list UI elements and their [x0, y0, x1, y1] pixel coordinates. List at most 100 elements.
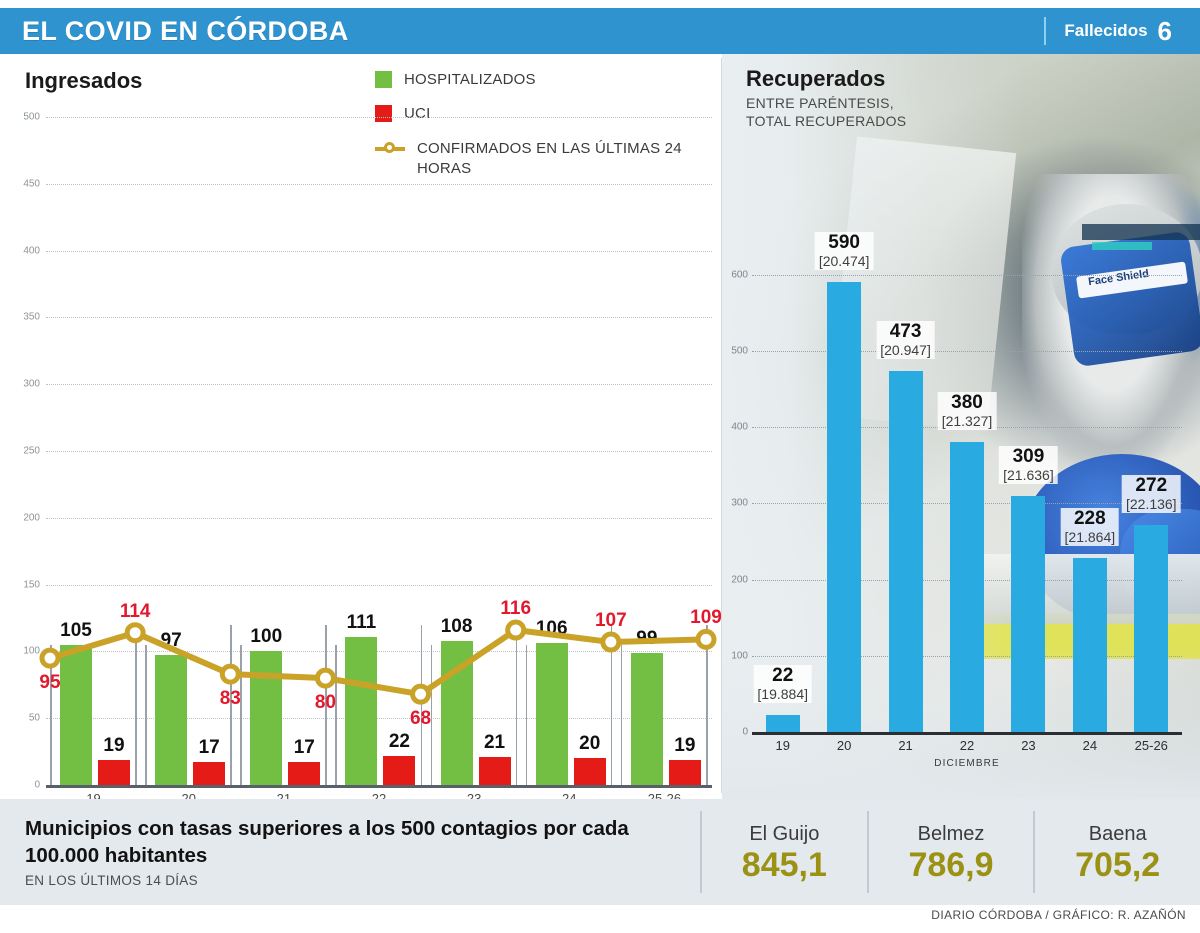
legend-item-hospitalizados: HOSPITALIZADOS [375, 70, 705, 90]
label-recuperados-total: [21.864] [1064, 529, 1116, 546]
left-gridline [46, 117, 712, 118]
bar-recuperados [1072, 558, 1107, 732]
right-x-tick: 21 [898, 738, 913, 753]
right-y-tick: 500 [731, 345, 748, 357]
bar-hospitalizados [630, 652, 663, 785]
right-x-tick: 19 [775, 738, 790, 753]
right-x-axis-title: DICIEMBRE [934, 758, 1000, 769]
label-hospitalizados: 108 [440, 615, 473, 637]
credit-line: DIARIO CÓRDOBA / GRÁFICO: R. AZAÑÓN [931, 908, 1186, 922]
right-x-tick: 24 [1082, 738, 1098, 753]
right-chart-subtitle: ENTRE PARÉNTESIS, TOTAL RECUPERADOS [746, 94, 906, 130]
bar-recuperados [827, 282, 862, 732]
label-recuperados-daily: 22 [772, 665, 794, 687]
legend-item-uci: UCI [375, 104, 705, 124]
municipality-rate: 845,1 [741, 845, 827, 884]
left-gridline [46, 250, 712, 252]
left-gridline [46, 183, 712, 185]
page-title: EL COVID EN CÓRDOBA [22, 15, 349, 46]
label-uci: 19 [103, 734, 125, 756]
left-y-tick: 450 [23, 178, 40, 190]
bar-hospitalizados [155, 655, 188, 785]
recuperados-data-label: 380 [21.327] [937, 392, 997, 431]
label-confirmados: 107 [594, 610, 627, 632]
label-uci: 21 [483, 731, 506, 753]
green-square-swatch-icon [375, 71, 392, 88]
label-uci: 17 [293, 737, 315, 759]
bar-hospitalizados [345, 636, 378, 785]
right-y-tick: 600 [731, 269, 748, 280]
label-uci: 20 [579, 733, 601, 755]
label-recuperados-total: [21.636] [1003, 467, 1054, 484]
right-gridline [752, 274, 1182, 276]
bar-recuperados [1011, 496, 1046, 732]
legend-item-confirmados: CONFIRMADOS EN LAS ÚLTIMAS 24 HORAS [375, 139, 705, 180]
left-marker-rule [430, 644, 433, 785]
right-panel: Face Shield Recuperados ENTRE PARÉNTESIS… [722, 54, 1200, 799]
label-recuperados-total: [19.884] [757, 686, 809, 703]
label-confirmados: 95 [39, 672, 61, 694]
right-y-tick: 400 [731, 421, 748, 433]
left-gridline [46, 517, 712, 519]
municipality-name: Baena [1088, 822, 1147, 845]
bottom-subhead: EN LOS ÚLTIMOS 14 DÍAS [25, 873, 198, 889]
bar-hospitalizados [250, 651, 283, 785]
label-hospitalizados: 106 [535, 618, 568, 640]
legend-label-confirmados: CONFIRMADOS EN LAS ÚLTIMAS 24 HORAS [417, 139, 682, 177]
deaths-value: 6 [1157, 15, 1172, 46]
label-hospitalizados: 100 [250, 626, 283, 648]
label-hospitalizados: 111 [346, 611, 377, 633]
label-recuperados-total: [20.474] [818, 253, 870, 270]
left-y-tick: 50 [28, 712, 40, 724]
ingresados-chart: 0 50 100 150 200 250 300 350 400 450 500 105 19 19 97 1… [0, 112, 722, 825]
left-x-axis [46, 785, 712, 788]
header-divider [1044, 17, 1047, 45]
right-y-tick: 300 [731, 497, 748, 509]
left-marker-rule [420, 624, 423, 785]
label-recuperados-daily: 590 [828, 232, 860, 254]
recuperados-chart: 0 100 200 300 400 500 600 22 [19.884] 19 590 [20.47… [722, 54, 1200, 799]
label-recuperados-daily: 473 [889, 321, 922, 343]
label-confirmados: 116 [500, 598, 532, 620]
gold-line-marker-icon [375, 140, 405, 157]
recuperados-data-label: 473 [20.947] [876, 321, 935, 360]
right-y-tick: 0 [742, 726, 748, 738]
left-marker-rule [240, 644, 242, 785]
municipality-name: El Guijo [749, 822, 820, 845]
label-recuperados-total: [20.947] [880, 342, 931, 359]
label-confirmados: 83 [219, 688, 241, 710]
bar-uci [478, 756, 511, 785]
right-x-tick: 20 [836, 738, 852, 753]
left-marker-rule [525, 644, 528, 785]
right-y-tick: 200 [731, 574, 748, 585]
left-marker-rule [335, 644, 337, 785]
bar-recuperados [765, 715, 800, 732]
label-confirmados: 68 [409, 708, 432, 730]
label-recuperados-daily: 309 [1012, 446, 1045, 468]
recuperados-data-label: 590 [20.474] [814, 232, 874, 271]
bar-hospitalizados [440, 640, 473, 785]
left-marker-rule [515, 624, 518, 785]
left-y-tick: 150 [23, 579, 40, 591]
bar-hospitalizados [60, 644, 92, 785]
left-marker-rule [145, 644, 147, 785]
left-gridline [46, 584, 712, 586]
label-recuperados-daily: 228 [1073, 508, 1106, 530]
bar-uci [668, 759, 701, 785]
municipality-rate: 786,9 [908, 845, 994, 884]
label-hospitalizados: 105 [60, 619, 92, 641]
bar-uci [193, 762, 226, 785]
right-gridline [752, 350, 1182, 352]
left-y-tick: 400 [23, 245, 40, 257]
label-confirmados: 114 [119, 600, 151, 622]
left-marker-rule [50, 644, 52, 785]
label-hospitalizados: 97 [160, 630, 182, 652]
right-x-tick: 25-26 [1134, 738, 1168, 753]
left-gridline [46, 451, 712, 452]
left-marker-rule [610, 624, 613, 785]
right-chart-title: Recuperados [746, 66, 886, 91]
bar-recuperados [888, 371, 923, 732]
left-chart-legend: HOSPITALIZADOS UCI CONFIRMADOS EN LAS ÚL… [375, 70, 705, 193]
municipality-item: El Guijo 845,1 [700, 811, 867, 893]
